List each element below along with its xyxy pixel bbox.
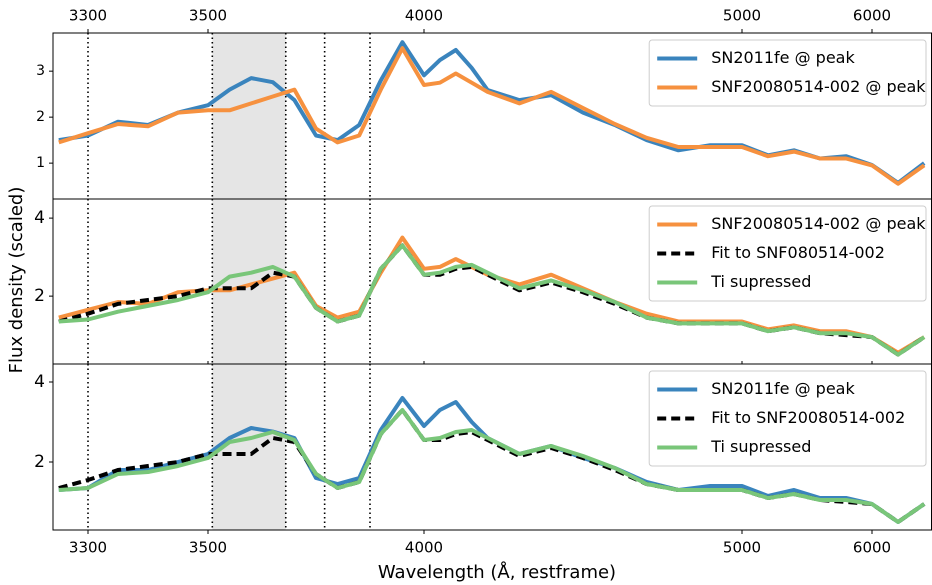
x-tick-label: 6000 xyxy=(853,539,891,557)
x-tick-label-top: 5000 xyxy=(723,7,761,25)
x-tick-label-top: 6000 xyxy=(853,7,891,25)
x-tick-label-top: 3500 xyxy=(189,7,227,25)
shaded-region xyxy=(212,33,286,199)
legend-label: Ti supressed xyxy=(710,272,811,291)
x-tick-label: 4000 xyxy=(405,539,443,557)
legend-label: SNF20080514-002 @ peak xyxy=(711,214,926,233)
x-axis-label: Wavelength (Å, restframe) xyxy=(378,561,616,583)
y-axis-label: Flux density (scaled) xyxy=(6,187,27,374)
legend-box xyxy=(648,370,927,467)
x-tick-label: 3300 xyxy=(69,539,107,557)
plot-area xyxy=(58,364,926,530)
legend-label: SN2011fe @ peak xyxy=(711,379,855,398)
series-line xyxy=(58,243,926,357)
x-tick-label: 5000 xyxy=(723,539,761,557)
y-tick-label: 1 xyxy=(36,155,45,171)
legend-box xyxy=(648,205,927,302)
legend-label: Ti supressed xyxy=(710,437,811,456)
legend-label: Fit to SNF080514-002 xyxy=(711,243,885,262)
y-tick-label: 4 xyxy=(34,208,45,228)
legend-label: Fit to SNF20080514-002 xyxy=(711,408,905,427)
legend-label: SN2011fe @ peak xyxy=(711,48,855,67)
y-tick-label: 2 xyxy=(34,286,45,306)
plot-area xyxy=(58,33,926,199)
legend-box xyxy=(648,39,927,107)
x-tick-label-top: 3300 xyxy=(69,7,107,25)
plot-area xyxy=(58,199,926,364)
series-line xyxy=(58,408,926,524)
series-line xyxy=(58,396,926,524)
x-tick-label-top: 4000 xyxy=(405,7,443,25)
legend-label: SNF20080514-002 @ peak xyxy=(711,77,926,96)
x-tick-label: 3500 xyxy=(189,539,227,557)
y-tick-label: 3 xyxy=(36,63,45,79)
y-tick-label: 2 xyxy=(34,452,45,472)
y-tick-label: 2 xyxy=(36,109,45,125)
y-tick-label: 4 xyxy=(34,372,45,392)
series-line xyxy=(58,46,926,186)
